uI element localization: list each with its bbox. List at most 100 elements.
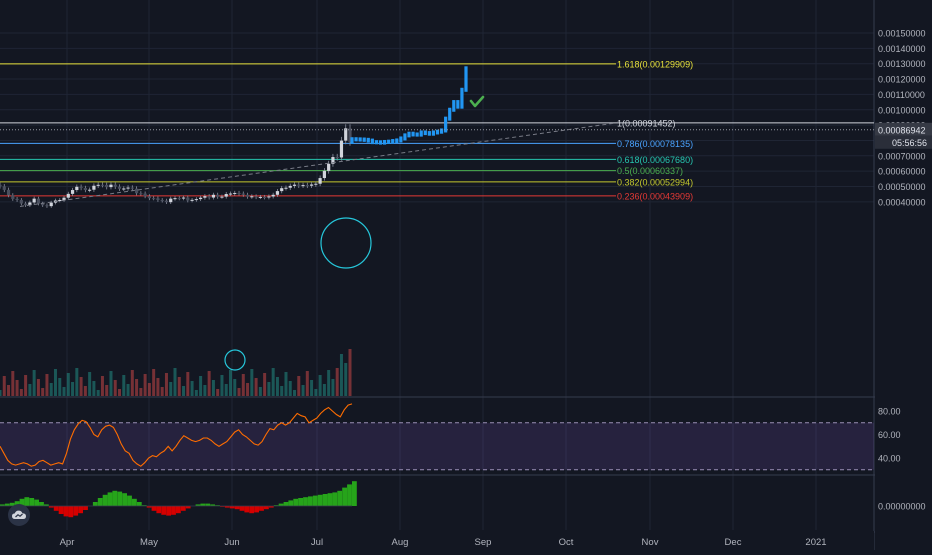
volume-bar bbox=[194, 390, 198, 396]
oscillator-tick-label: 0.00000000 bbox=[878, 502, 926, 512]
candle-body bbox=[194, 199, 198, 201]
tradingview-logo[interactable] bbox=[8, 504, 30, 526]
volume-bar bbox=[45, 374, 49, 396]
volume-bar bbox=[263, 373, 267, 396]
candle-body bbox=[100, 184, 105, 186]
oscillator-bar bbox=[29, 498, 35, 506]
volume-bar bbox=[7, 385, 11, 396]
fib-level-label: 0.618(0.00067680) bbox=[617, 155, 693, 165]
price-tick-label: 0.00050000 bbox=[878, 182, 926, 192]
candle-body bbox=[190, 199, 194, 201]
projection-bar bbox=[395, 138, 399, 144]
candle-body bbox=[216, 194, 220, 197]
volume-bar bbox=[156, 378, 160, 396]
oscillator-bar bbox=[249, 506, 255, 514]
rsi-tick-label: 80.00 bbox=[878, 407, 901, 417]
candle-body bbox=[0, 184, 2, 187]
oscillator-bar bbox=[347, 484, 352, 506]
volume-bar bbox=[49, 383, 53, 396]
rsi-line bbox=[0, 403, 353, 467]
oscillator-bar bbox=[352, 481, 357, 506]
last-price-value: 0.00086942 bbox=[878, 125, 926, 135]
oscillator-bar bbox=[171, 506, 176, 515]
volume-bar bbox=[327, 370, 331, 396]
candle-body bbox=[275, 191, 280, 195]
candle-body bbox=[186, 197, 190, 201]
volume-bar bbox=[211, 380, 215, 396]
candle-body bbox=[344, 128, 348, 141]
candle-body bbox=[207, 196, 211, 198]
oscillator-bar bbox=[205, 503, 211, 506]
price-tick-label: 0.00060000 bbox=[878, 167, 926, 177]
volume-bar bbox=[28, 384, 32, 396]
volume-bar bbox=[177, 377, 181, 396]
projection-bar bbox=[382, 139, 387, 145]
volume-bar bbox=[233, 379, 237, 396]
oscillator-bar bbox=[264, 506, 269, 510]
projection-bar bbox=[399, 136, 403, 143]
volume-bar bbox=[118, 389, 122, 396]
oscillator-bar bbox=[239, 506, 245, 511]
candle-body bbox=[122, 188, 126, 190]
volume-bar bbox=[280, 386, 284, 396]
oscillator-bar bbox=[156, 506, 162, 514]
candle-body bbox=[309, 184, 314, 186]
fib-level-label: 0.382(0.00052994) bbox=[617, 177, 693, 187]
candle-body bbox=[113, 184, 117, 187]
oscillator-bar bbox=[68, 506, 74, 518]
oscillator-bar bbox=[195, 504, 201, 506]
projection-bar bbox=[354, 137, 358, 142]
oscillator-bar bbox=[73, 506, 79, 516]
oscillator-bar bbox=[19, 498, 25, 506]
volume-bar bbox=[135, 379, 139, 396]
time-tick-label: May bbox=[140, 537, 158, 548]
candle-layer bbox=[0, 124, 352, 208]
volume-bar bbox=[254, 378, 258, 396]
oscillator-bar bbox=[146, 506, 152, 508]
oscillator-bar bbox=[244, 506, 250, 513]
projection-bar bbox=[350, 137, 354, 144]
candle-body bbox=[88, 189, 92, 191]
candle-body bbox=[237, 192, 241, 194]
annotation-layer[interactable] bbox=[0, 95, 874, 371]
volume-bar bbox=[228, 370, 232, 396]
volume-bar bbox=[331, 379, 335, 396]
candle-body bbox=[79, 186, 83, 189]
volume-bar bbox=[58, 378, 62, 396]
volume-bar bbox=[88, 372, 92, 396]
price-axis-background bbox=[875, 0, 932, 550]
volume-bar bbox=[152, 369, 156, 396]
oscillator-bar bbox=[342, 487, 347, 506]
time-tick-label: 2021 bbox=[805, 537, 826, 548]
oscillator-bar bbox=[200, 503, 206, 506]
cloud-icon bbox=[12, 510, 26, 519]
time-tick-label: Nov bbox=[642, 537, 659, 548]
volume-bar bbox=[293, 390, 297, 396]
candle-body bbox=[109, 184, 113, 188]
volume-bar bbox=[322, 384, 326, 396]
volume-bar bbox=[297, 376, 301, 396]
projection-bar bbox=[448, 107, 452, 121]
volume-bar bbox=[284, 372, 288, 396]
volume-bar bbox=[66, 373, 70, 396]
projection-bar bbox=[374, 140, 379, 145]
price-tick-label: 0.00070000 bbox=[878, 151, 926, 161]
candle-body bbox=[335, 157, 339, 159]
candle-body bbox=[105, 184, 109, 188]
volume-bar bbox=[182, 386, 186, 396]
candle-body bbox=[220, 196, 224, 198]
candle-body bbox=[331, 157, 335, 164]
candle-body bbox=[318, 178, 322, 184]
price-tick-label: 0.00130000 bbox=[878, 59, 926, 69]
oscillator-bar bbox=[268, 506, 274, 508]
projection-bar bbox=[387, 139, 391, 144]
price-tick-label: 0.00040000 bbox=[878, 197, 926, 207]
fib-level-label: 0.786(0.00078135) bbox=[617, 139, 693, 149]
volume-bar bbox=[216, 389, 220, 396]
projection-bar bbox=[403, 133, 407, 141]
oscillator-bar bbox=[34, 499, 39, 506]
fib-retracement-layer[interactable]: 1.618(0.00129909) 1(0.00091452) 0.786(0.00… bbox=[0, 59, 874, 201]
oscillator-bar bbox=[9, 502, 15, 506]
oscillator-bar bbox=[332, 492, 338, 506]
